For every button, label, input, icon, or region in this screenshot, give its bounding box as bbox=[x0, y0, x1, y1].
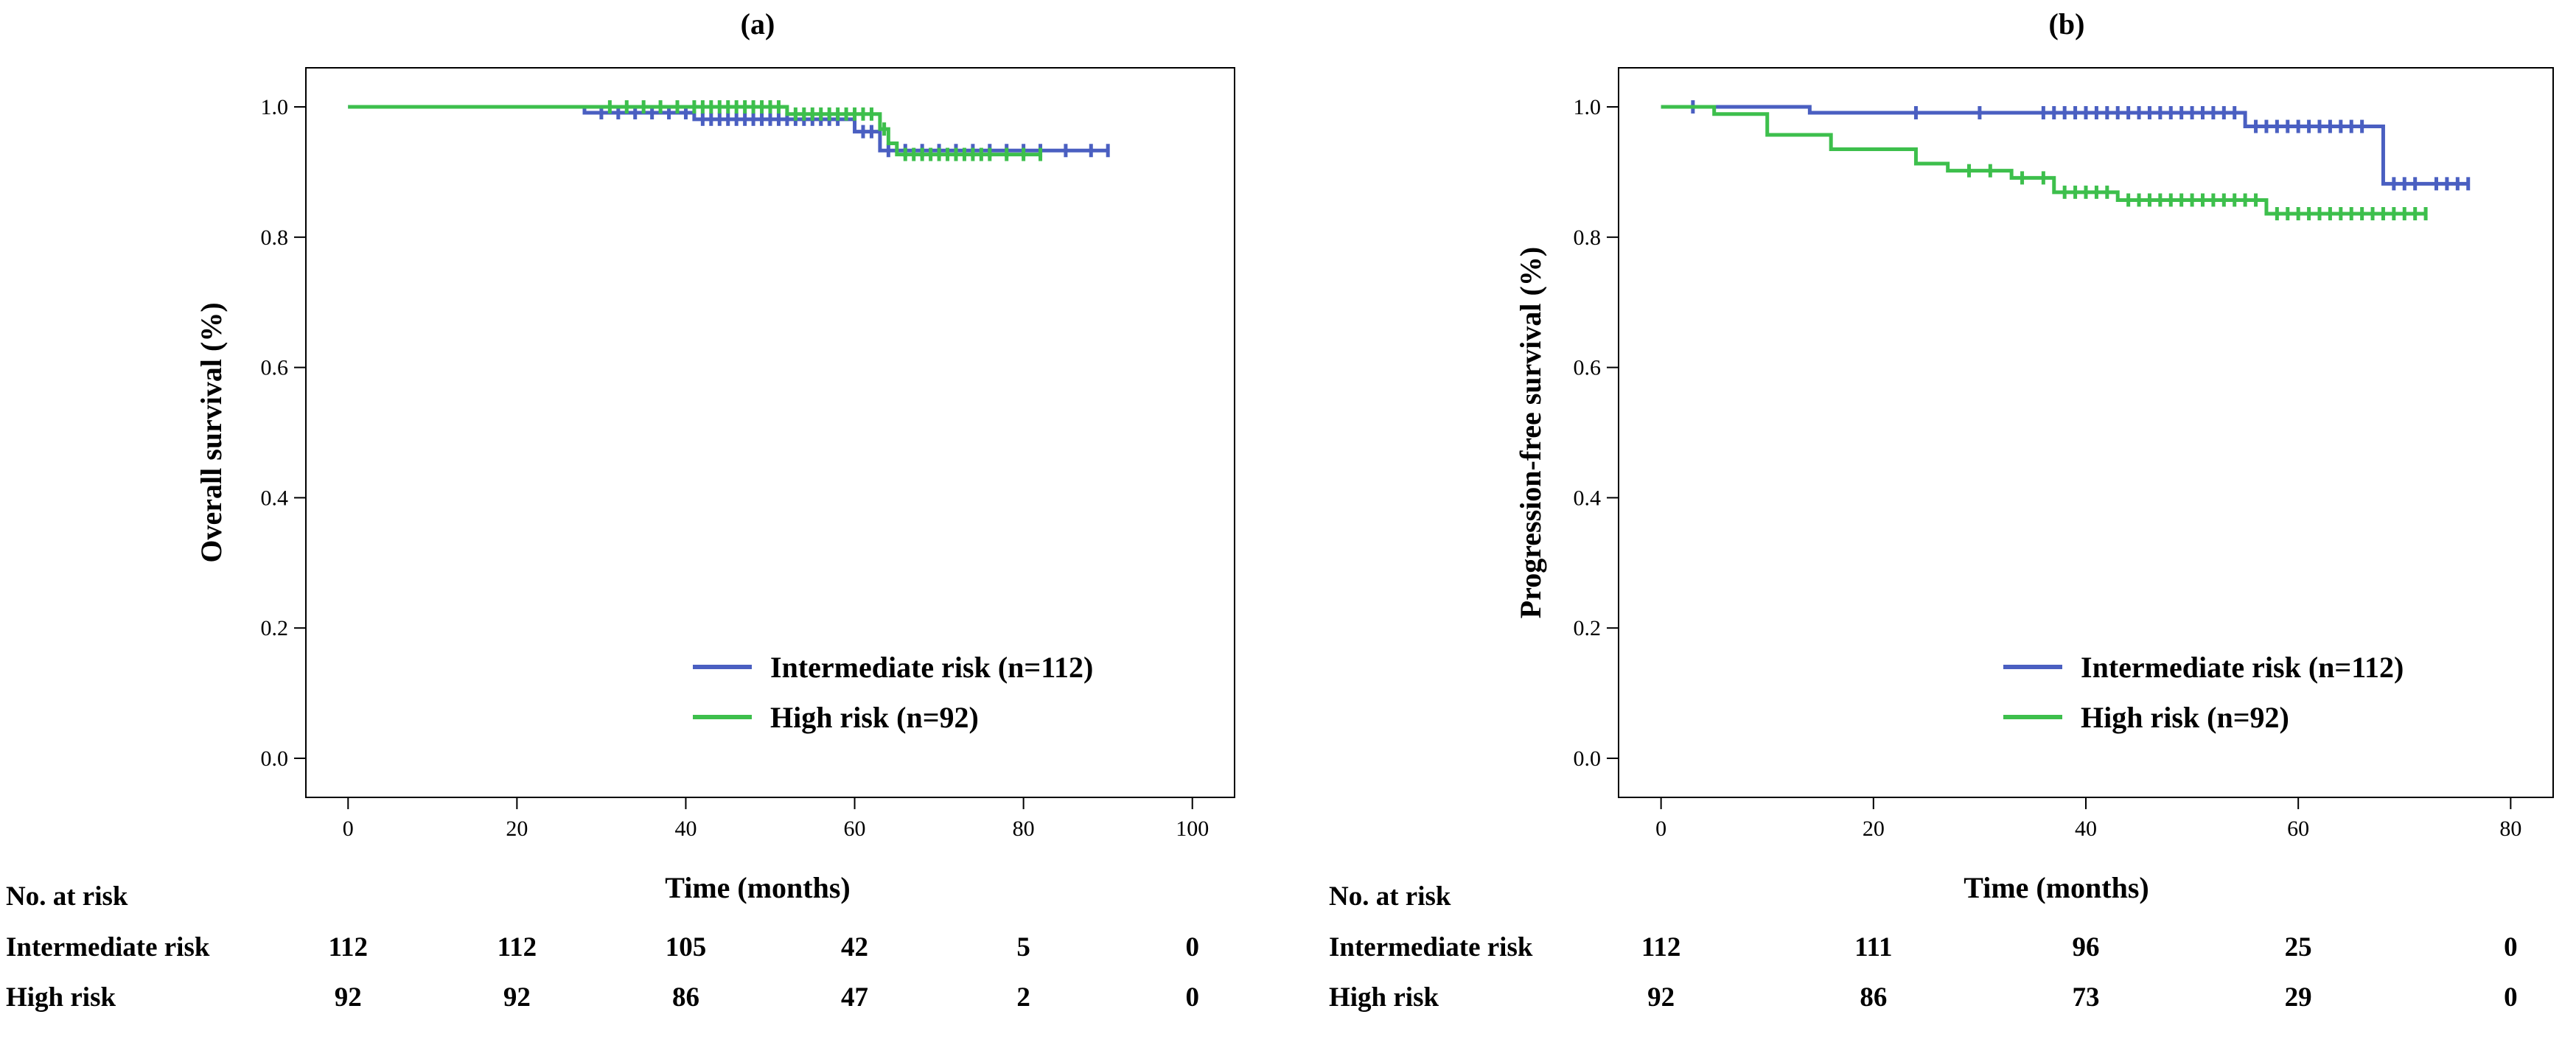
x-tick-label: 40 bbox=[2075, 817, 2097, 841]
y-tick-label: 0.2 bbox=[1574, 616, 1602, 640]
plot-frame bbox=[1618, 67, 2554, 798]
legend-label: Intermediate risk (n=112) bbox=[770, 651, 1093, 684]
risk-count: 111 bbox=[1854, 932, 1892, 962]
risk-count: 112 bbox=[329, 932, 368, 962]
series-high-risk bbox=[348, 100, 1043, 161]
survival-curve bbox=[1661, 105, 2468, 186]
x-tick-label: 0 bbox=[343, 817, 354, 841]
x-tick-label: 0 bbox=[1655, 817, 1666, 841]
x-tick-label: 20 bbox=[1863, 817, 1885, 841]
risk-count: 73 bbox=[2073, 982, 2100, 1013]
risk-count: 0 bbox=[2504, 932, 2518, 962]
risk-count: 47 bbox=[841, 982, 868, 1013]
x-tick-label: 100 bbox=[1176, 817, 1209, 841]
y-tick-label: 0.8 bbox=[1574, 226, 1602, 250]
risk-count: 0 bbox=[2504, 982, 2518, 1013]
risk-count: 96 bbox=[2073, 932, 2100, 962]
y-tick-label: 0.0 bbox=[261, 747, 289, 771]
risk-row-label: Intermediate risk bbox=[6, 932, 210, 962]
risk-count: 42 bbox=[841, 932, 868, 962]
risk-row-label: High risk bbox=[1329, 982, 1439, 1013]
y-tick-label: 0.4 bbox=[1574, 486, 1602, 510]
legend-label: High risk (n=92) bbox=[770, 701, 979, 734]
y-axis-title: Progression-free survival (%) bbox=[1514, 247, 1547, 618]
y-tick-label: 0.8 bbox=[261, 226, 289, 250]
y-tick-label: 0.0 bbox=[1574, 747, 1602, 771]
series-high-risk bbox=[1661, 105, 2428, 220]
risk-table-header: No. at risk bbox=[6, 881, 128, 912]
y-tick-label: 1.0 bbox=[1574, 95, 1602, 119]
risk-table-header: No. at risk bbox=[1329, 881, 1451, 912]
risk-count: 0 bbox=[1185, 982, 1199, 1013]
chart-panel-b: (b) 0.0 0.2 0.4 0.6 0.8 1.0 0 20 40 60 80 Progressio… bbox=[1329, 7, 2554, 1013]
y-tick-label: 0.6 bbox=[1574, 356, 1602, 380]
risk-count: 92 bbox=[335, 982, 362, 1013]
risk-count: 105 bbox=[666, 932, 707, 962]
panel-label: (a) bbox=[741, 7, 775, 41]
series-intermediate-risk bbox=[1661, 100, 2471, 191]
risk-count: 86 bbox=[672, 982, 699, 1013]
x-axis-title: Time (months) bbox=[1964, 871, 2149, 904]
legend-label: Intermediate risk (n=112) bbox=[2081, 651, 2404, 684]
risk-row-label: Intermediate risk bbox=[1329, 932, 1533, 962]
risk-count: 29 bbox=[2285, 982, 2312, 1013]
risk-count: 2 bbox=[1016, 982, 1030, 1013]
chart-panel-a: (a)0.00.20.40.60.81.00 20 40 60 80 100Overall… bbox=[6, 7, 1235, 1013]
x-tick-label: 40 bbox=[674, 817, 697, 841]
x-tick-label: 80 bbox=[2499, 817, 2521, 841]
risk-count: 86 bbox=[1860, 982, 1887, 1013]
risk-count: 92 bbox=[503, 982, 531, 1013]
plot-frame bbox=[305, 67, 1235, 798]
risk-count: 112 bbox=[498, 932, 537, 962]
x-axis-title: Time (months) bbox=[665, 871, 850, 904]
series-intermediate-risk bbox=[348, 105, 1110, 158]
y-tick-label: 1.0 bbox=[261, 95, 289, 119]
risk-count: 112 bbox=[1641, 932, 1680, 962]
survival-curve bbox=[1661, 105, 2426, 216]
risk-count: 5 bbox=[1016, 932, 1030, 962]
x-tick-label: 60 bbox=[2287, 817, 2309, 841]
y-tick-label: 0.4 bbox=[261, 486, 289, 510]
risk-count: 25 bbox=[2285, 932, 2312, 962]
x-tick-label: 60 bbox=[844, 817, 866, 841]
y-tick-label: 0.6 bbox=[261, 356, 289, 380]
panel-label: (b) bbox=[2049, 7, 2085, 41]
x-tick-label: 20 bbox=[506, 817, 528, 841]
legend-label: High risk (n=92) bbox=[2081, 701, 2289, 734]
risk-row-label: High risk bbox=[6, 982, 116, 1013]
risk-count: 0 bbox=[1185, 932, 1199, 962]
survival-curve bbox=[348, 105, 1109, 153]
risk-count: 92 bbox=[1647, 982, 1675, 1013]
x-tick-label: 80 bbox=[1013, 817, 1035, 841]
y-tick-label: 0.2 bbox=[261, 616, 289, 640]
y-axis-title: Overall survival (%) bbox=[195, 302, 228, 562]
